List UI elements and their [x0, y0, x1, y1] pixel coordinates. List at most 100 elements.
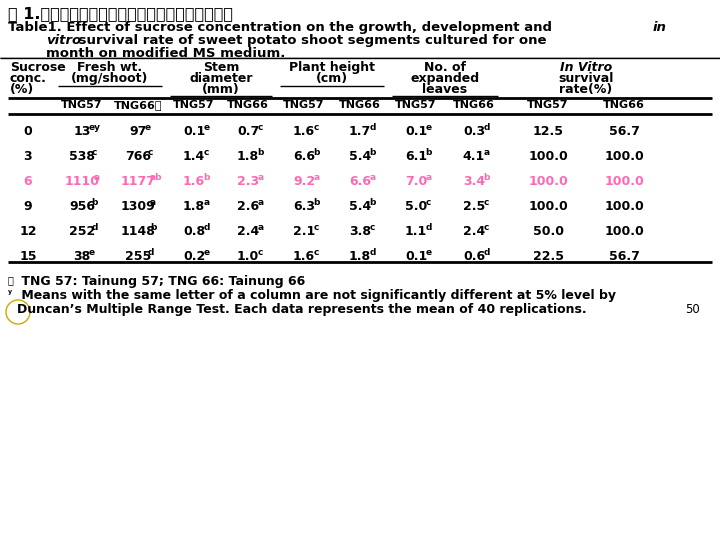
Text: 15: 15 — [19, 250, 37, 263]
Text: 5.4: 5.4 — [349, 150, 371, 163]
Text: d: d — [369, 248, 376, 257]
Text: d: d — [483, 248, 490, 257]
Text: TNG57: TNG57 — [61, 100, 103, 110]
Text: 5.0: 5.0 — [405, 200, 427, 213]
Text: ʸ: ʸ — [8, 289, 12, 299]
Text: leaves: leaves — [423, 83, 467, 96]
Text: b: b — [483, 173, 490, 182]
Text: 9: 9 — [24, 200, 32, 213]
Text: 1.0: 1.0 — [237, 250, 259, 263]
Text: Means with the same letter of a column are not significantly different at 5% lev: Means with the same letter of a column a… — [17, 289, 616, 302]
Text: a: a — [257, 198, 264, 207]
Text: (cm): (cm) — [316, 72, 348, 85]
Text: 2.4: 2.4 — [463, 225, 485, 238]
Text: ᶚ: ᶚ — [8, 275, 14, 285]
Text: d: d — [148, 248, 153, 257]
Text: 538: 538 — [69, 150, 95, 163]
Text: 1.7: 1.7 — [349, 125, 371, 138]
Text: e: e — [145, 123, 150, 132]
Text: 1.8: 1.8 — [237, 150, 259, 163]
Text: 38: 38 — [73, 250, 91, 263]
Text: TNG66: TNG66 — [339, 100, 381, 110]
Text: Stem: Stem — [203, 61, 239, 74]
Text: 100.0: 100.0 — [604, 225, 644, 238]
Text: d: d — [369, 123, 376, 132]
Text: e: e — [89, 248, 94, 257]
Text: survival rate of sweet potato shoot segments cultured for one: survival rate of sweet potato shoot segm… — [74, 34, 546, 47]
Text: 100.0: 100.0 — [604, 175, 644, 188]
Text: 1177: 1177 — [120, 175, 156, 188]
Text: b: b — [426, 148, 431, 157]
Text: 0: 0 — [24, 125, 32, 138]
Text: a: a — [257, 173, 264, 182]
Text: 252: 252 — [69, 225, 95, 238]
Text: 12: 12 — [19, 225, 37, 238]
Text: e: e — [426, 248, 431, 257]
Text: b: b — [257, 148, 264, 157]
Text: a: a — [150, 198, 156, 207]
Text: b: b — [313, 148, 320, 157]
Text: 97: 97 — [130, 125, 147, 138]
Text: TNG57: TNG57 — [174, 100, 215, 110]
Text: TNG57: TNG57 — [395, 100, 437, 110]
Text: 6.6: 6.6 — [293, 150, 315, 163]
Text: survival: survival — [558, 72, 613, 85]
Text: Table1. Effect of sucrose concentration on the growth, development and: Table1. Effect of sucrose concentration … — [8, 21, 557, 34]
Text: 0.3: 0.3 — [463, 125, 485, 138]
Text: TNG66: TNG66 — [227, 100, 269, 110]
Text: 4.1: 4.1 — [463, 150, 485, 163]
Text: 766: 766 — [125, 150, 151, 163]
Text: month on modified MS medium.: month on modified MS medium. — [46, 47, 285, 60]
Text: ab: ab — [150, 173, 163, 182]
Text: 9.2: 9.2 — [293, 175, 315, 188]
Text: 50: 50 — [685, 303, 700, 316]
Text: e: e — [426, 123, 431, 132]
Text: expanded: expanded — [410, 72, 480, 85]
Text: 956: 956 — [69, 200, 95, 213]
Text: c: c — [148, 148, 153, 157]
Text: 2.5: 2.5 — [463, 200, 485, 213]
Text: rate(%): rate(%) — [559, 83, 613, 96]
Text: c: c — [313, 248, 319, 257]
Text: 2.4: 2.4 — [237, 225, 259, 238]
Text: e: e — [203, 123, 210, 132]
Text: a: a — [257, 223, 264, 232]
Text: (mg/shoot): (mg/shoot) — [71, 72, 149, 85]
Text: d: d — [483, 123, 490, 132]
Text: 100.0: 100.0 — [528, 150, 568, 163]
Text: TNG66ᶑ: TNG66ᶑ — [114, 100, 162, 110]
Text: 0.6: 0.6 — [463, 250, 485, 263]
Text: conc.: conc. — [10, 72, 47, 85]
Text: (%): (%) — [10, 83, 35, 96]
Text: In Vitro: In Vitro — [560, 61, 612, 74]
Text: No. of: No. of — [424, 61, 466, 74]
Text: 2.3: 2.3 — [237, 175, 259, 188]
Text: TNG 57: Tainung 57; TNG 66: Tainung 66: TNG 57: Tainung 57; TNG 66: Tainung 66 — [17, 275, 305, 288]
Text: 6: 6 — [24, 175, 32, 188]
Text: 100.0: 100.0 — [604, 200, 644, 213]
Text: (mm): (mm) — [202, 83, 240, 96]
Text: 表 1.不同濃度之蔗糖對甘藷莖生長及成活率之影響: 表 1.不同濃度之蔗糖對甘藷莖生長及成活率之影響 — [8, 6, 233, 21]
Text: 0.1: 0.1 — [405, 125, 427, 138]
Text: b: b — [150, 223, 156, 232]
Text: c: c — [257, 248, 263, 257]
Text: 1110: 1110 — [65, 175, 99, 188]
Text: 5.4: 5.4 — [349, 200, 371, 213]
Text: 0.8: 0.8 — [183, 225, 205, 238]
Text: Duncan’s Multiple Range Test. Each data represents the mean of 40 replications.: Duncan’s Multiple Range Test. Each data … — [17, 303, 587, 316]
Text: 6.6: 6.6 — [349, 175, 371, 188]
Text: d: d — [203, 223, 210, 232]
Text: a: a — [369, 173, 375, 182]
Text: 13: 13 — [73, 125, 91, 138]
Text: 1309: 1309 — [121, 200, 156, 213]
Text: c: c — [313, 223, 319, 232]
Text: 1.4: 1.4 — [183, 150, 205, 163]
Text: c: c — [369, 223, 374, 232]
Text: b: b — [203, 173, 210, 182]
Text: in: in — [653, 21, 667, 34]
Text: c: c — [483, 223, 489, 232]
Text: 1.1: 1.1 — [405, 225, 427, 238]
Text: 2.1: 2.1 — [293, 225, 315, 238]
Text: c: c — [483, 198, 489, 207]
Text: TNG66: TNG66 — [453, 100, 495, 110]
